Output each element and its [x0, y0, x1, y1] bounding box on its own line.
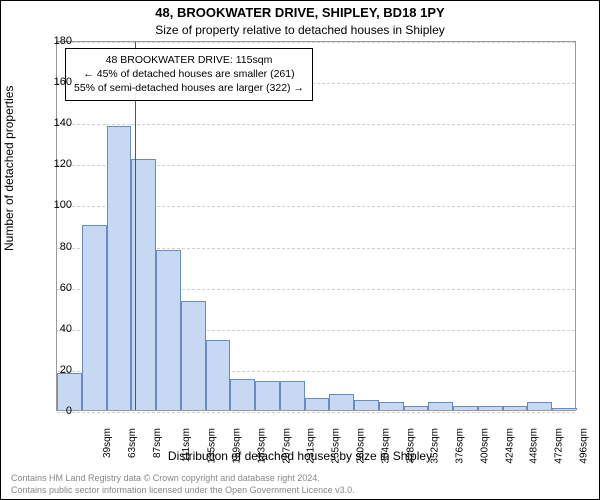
histogram-bar	[206, 340, 231, 410]
footer-line-2: Contains public sector information licen…	[11, 485, 355, 495]
y-tick-label: 40	[60, 323, 72, 335]
annotation-line: ← 45% of detached houses are smaller (26…	[74, 67, 304, 81]
x-tick-label: 280sqm	[356, 428, 367, 464]
x-tick-label: 159sqm	[232, 428, 243, 464]
x-tick-label: 400sqm	[479, 428, 490, 464]
x-tick-label: 472sqm	[554, 428, 565, 464]
annotation-line: 48 BROOKWATER DRIVE: 115sqm	[74, 53, 304, 67]
histogram-bar	[156, 250, 181, 410]
histogram-bar	[82, 225, 107, 410]
histogram-bar	[181, 301, 206, 410]
y-tick-label: 140	[54, 117, 72, 129]
gridline	[57, 412, 575, 413]
x-tick-label: 39sqm	[102, 428, 113, 458]
x-tick-label: 135sqm	[207, 428, 218, 464]
y-tick-label: 160	[54, 76, 72, 88]
x-tick-label: 255sqm	[331, 428, 342, 464]
y-axis-label: Number of detached properties	[2, 86, 16, 251]
histogram-bar	[107, 126, 132, 410]
histogram-bar	[527, 402, 552, 410]
y-tick-label: 100	[54, 199, 72, 211]
histogram-bar	[404, 406, 429, 410]
x-tick-label: 63sqm	[127, 428, 138, 458]
footer-line-1: Contains HM Land Registry data © Crown c…	[11, 473, 320, 483]
histogram-bar	[503, 406, 528, 410]
x-tick-label: 111sqm	[181, 428, 192, 462]
histogram-bar	[230, 379, 255, 410]
histogram-bar	[305, 398, 330, 410]
histogram-bar	[329, 394, 354, 410]
x-tick-label: 231sqm	[306, 428, 317, 464]
histogram-bar	[552, 408, 577, 410]
y-tick-label: 0	[66, 405, 72, 417]
histogram-bar	[453, 406, 478, 410]
histogram-bar	[255, 381, 280, 410]
plot-area: 48 BROOKWATER DRIVE: 115sqm← 45% of deta…	[56, 41, 576, 411]
x-tick-label: 448sqm	[529, 428, 540, 464]
x-tick-label: 87sqm	[152, 428, 163, 458]
histogram-bar	[354, 400, 379, 410]
annotation-line: 55% of semi-detached houses are larger (…	[74, 81, 304, 95]
x-tick-label: 496sqm	[578, 428, 589, 464]
histogram-bar	[478, 406, 503, 410]
x-tick-label: 376sqm	[455, 428, 466, 464]
x-tick-label: 304sqm	[380, 428, 391, 464]
histogram-bar	[379, 402, 404, 410]
chart-title: 48, BROOKWATER DRIVE, SHIPLEY, BD18 1PY	[1, 5, 599, 20]
y-tick-label: 180	[54, 35, 72, 47]
y-tick-label: 60	[60, 282, 72, 294]
x-tick-label: 424sqm	[504, 428, 515, 464]
chart-container: { "chart": { "type": "histogram", "title…	[0, 0, 600, 500]
x-tick-label: 183sqm	[257, 428, 268, 464]
x-tick-label: 207sqm	[281, 428, 292, 464]
y-tick-label: 80	[60, 241, 72, 253]
histogram-bar	[428, 402, 453, 410]
y-tick-label: 120	[54, 158, 72, 170]
x-tick-label: 328sqm	[405, 428, 416, 464]
histogram-bar	[280, 381, 305, 410]
y-tick-label: 20	[60, 364, 72, 376]
x-tick-label: 352sqm	[430, 428, 441, 464]
chart-subtitle: Size of property relative to detached ho…	[1, 23, 599, 37]
annotation-box: 48 BROOKWATER DRIVE: 115sqm← 45% of deta…	[65, 48, 313, 101]
